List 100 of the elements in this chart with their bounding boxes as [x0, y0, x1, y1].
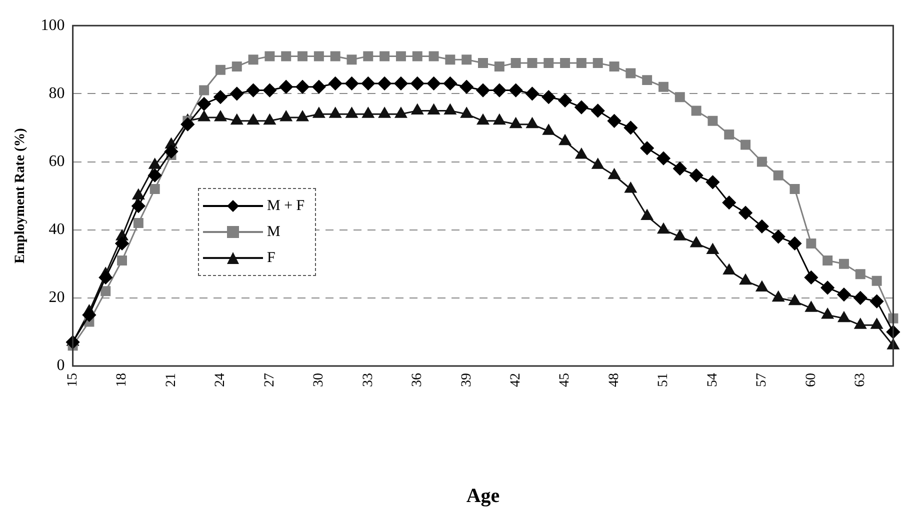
- point: [246, 84, 260, 98]
- point: [872, 276, 882, 286]
- point: [312, 80, 326, 94]
- point: [443, 76, 457, 90]
- point: [462, 54, 472, 65]
- point: [690, 168, 704, 182]
- point: [197, 97, 211, 111]
- point: [804, 270, 818, 284]
- point: [526, 118, 538, 128]
- point: [837, 288, 851, 302]
- point: [378, 107, 390, 118]
- point: [740, 140, 751, 150]
- point: [591, 104, 605, 118]
- point: [790, 184, 800, 194]
- point: [346, 107, 358, 118]
- point: [362, 107, 374, 118]
- point: [820, 280, 834, 294]
- point: [148, 168, 162, 182]
- point: [199, 85, 210, 96]
- legend-label: F: [267, 250, 276, 266]
- point: [214, 90, 228, 104]
- point: [281, 51, 292, 62]
- point: [494, 61, 504, 72]
- point: [396, 51, 406, 62]
- x-tick-label: 24: [213, 373, 228, 387]
- point: [395, 107, 407, 118]
- y-tick-label: 0: [56, 357, 65, 374]
- point: [674, 92, 685, 102]
- point: [150, 184, 160, 194]
- y-tick-label: 20: [48, 289, 65, 306]
- x-tick-label: 21: [164, 373, 179, 387]
- point: [98, 270, 112, 284]
- point: [477, 114, 489, 125]
- point: [460, 107, 473, 118]
- point: [609, 61, 620, 72]
- x-tick-label: 15: [65, 373, 80, 387]
- point: [574, 100, 588, 114]
- point: [722, 196, 736, 210]
- point: [198, 110, 210, 122]
- point: [460, 80, 474, 94]
- y-tick-label: 40: [48, 221, 65, 238]
- point: [592, 58, 603, 68]
- point: [592, 158, 604, 169]
- point: [346, 54, 357, 65]
- point: [262, 84, 276, 98]
- point: [115, 236, 129, 250]
- point: [314, 51, 324, 62]
- point: [772, 291, 784, 302]
- point: [296, 110, 308, 122]
- point: [312, 107, 325, 118]
- point: [232, 61, 242, 72]
- point: [576, 148, 588, 159]
- x-tick-label: 36: [410, 373, 426, 387]
- point: [427, 76, 441, 90]
- point: [642, 75, 652, 86]
- point: [806, 238, 816, 248]
- point: [525, 86, 539, 100]
- point: [740, 274, 752, 285]
- point: [673, 162, 687, 176]
- point: [773, 170, 784, 180]
- point: [509, 84, 523, 98]
- point: [280, 110, 292, 122]
- point: [527, 58, 538, 68]
- point: [298, 51, 308, 62]
- point: [641, 209, 654, 220]
- point: [788, 236, 802, 250]
- point: [640, 141, 654, 155]
- point: [344, 76, 358, 90]
- point: [706, 244, 719, 254]
- point: [476, 84, 490, 98]
- point: [444, 104, 456, 114]
- point: [838, 258, 849, 269]
- point: [214, 110, 226, 122]
- point: [394, 76, 408, 90]
- point: [738, 206, 752, 220]
- point: [230, 114, 243, 125]
- point: [690, 236, 702, 248]
- point: [510, 58, 521, 68]
- point: [870, 294, 884, 308]
- point: [674, 230, 686, 240]
- point: [691, 106, 702, 116]
- point: [148, 158, 161, 169]
- point: [706, 175, 720, 189]
- point: [838, 312, 850, 322]
- point: [328, 76, 342, 90]
- point: [380, 51, 390, 62]
- point: [542, 90, 556, 104]
- point: [82, 308, 96, 322]
- point: [558, 94, 572, 108]
- point: [624, 120, 638, 134]
- point: [723, 264, 736, 274]
- point: [230, 86, 244, 100]
- x-tick-label: 45: [558, 373, 573, 387]
- point: [870, 318, 883, 329]
- point: [445, 54, 456, 65]
- point: [608, 168, 620, 180]
- point: [608, 114, 622, 128]
- point: [180, 118, 194, 132]
- point: [772, 230, 786, 244]
- x-tick-label: 39: [459, 373, 474, 387]
